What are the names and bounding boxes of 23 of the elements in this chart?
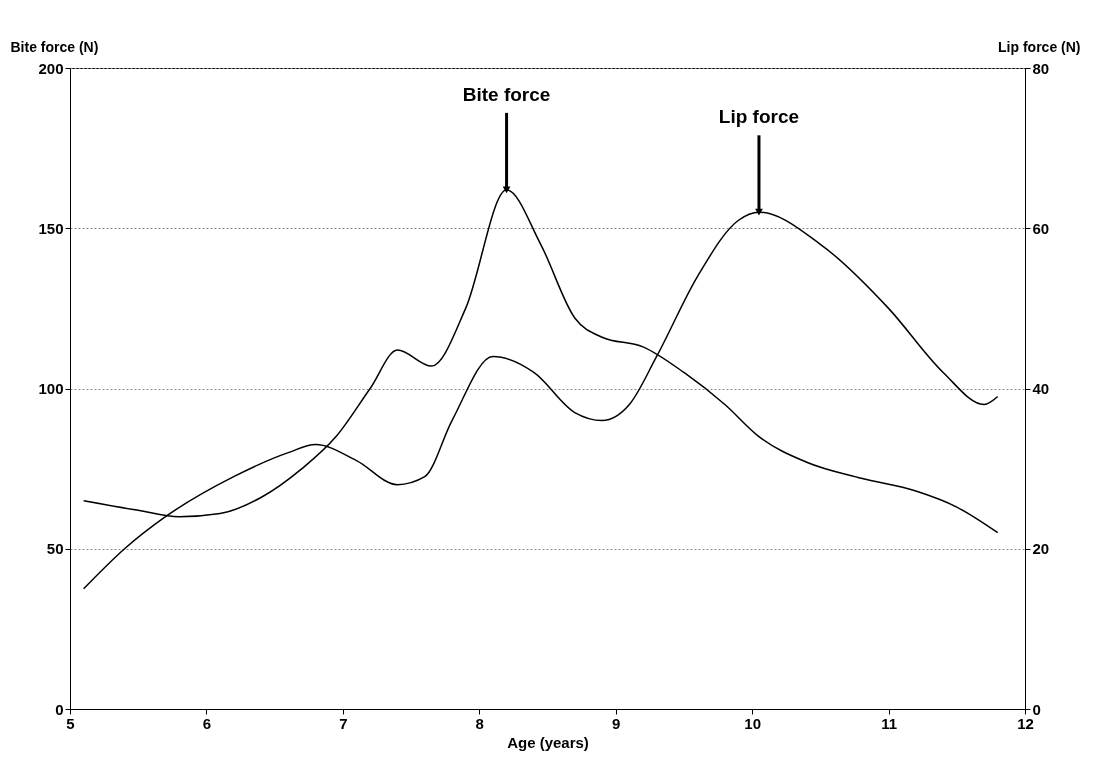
y2-tick-label: 80 (1032, 59, 1050, 77)
y-tick-label: 150 (38, 219, 64, 237)
annotation: Bite force (462, 83, 551, 105)
x-tick-label: 9 (612, 714, 621, 732)
y-axis-title: Bite force (N) (10, 38, 99, 55)
x-tick-label: 8 (475, 714, 484, 732)
y-tick-label: 50 (46, 540, 64, 558)
y2-tick-label: 40 (1032, 380, 1050, 397)
x-tick-label: 7 (339, 714, 348, 732)
y2-axis-title: Lip force (N) (998, 38, 1081, 55)
x-axis-title: Age (years) (507, 733, 589, 751)
x-tick-label: 11 (881, 714, 897, 732)
x-tick-label: 5 (66, 714, 75, 732)
annotation: Lip force (718, 106, 800, 128)
x-tick-label: 6 (202, 714, 212, 732)
y-tick-label: 0 (55, 700, 64, 718)
y2-tick-label: 60 (1032, 219, 1050, 237)
x-tick-label: 10 (744, 714, 761, 732)
y-tick-label: 200 (38, 59, 64, 77)
y-tick-label: 100 (38, 380, 64, 397)
y2-tick-label: 0 (1032, 700, 1041, 718)
x-tick-label: 12 (1017, 714, 1034, 732)
y2-tick-label: 20 (1032, 540, 1050, 558)
